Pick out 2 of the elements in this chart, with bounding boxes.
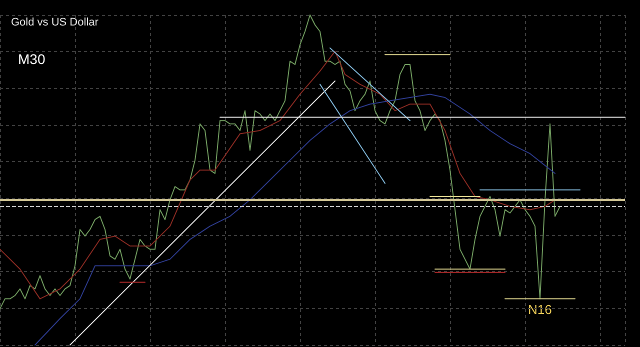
annotation: M30 <box>18 51 46 67</box>
chart-title: Gold vs US Dollar <box>11 16 99 28</box>
